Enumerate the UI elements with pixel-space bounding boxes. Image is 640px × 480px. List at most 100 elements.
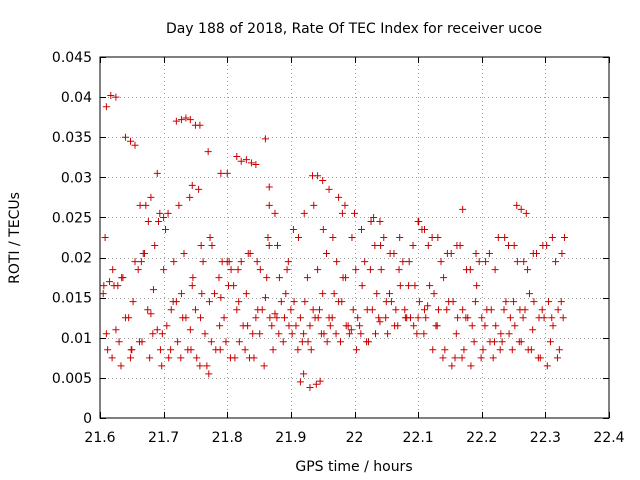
data-point bbox=[316, 306, 324, 314]
data-point bbox=[197, 314, 205, 322]
y-tick-label: 0.01 bbox=[61, 331, 92, 347]
data-point bbox=[271, 310, 279, 318]
data-point bbox=[464, 314, 472, 322]
data-point bbox=[127, 354, 135, 362]
data-point bbox=[325, 185, 333, 193]
data-point bbox=[319, 177, 327, 185]
data-point bbox=[296, 314, 304, 322]
data-point bbox=[510, 298, 518, 306]
data-point bbox=[188, 282, 196, 290]
data-point bbox=[440, 274, 448, 282]
data-point bbox=[146, 354, 154, 362]
data-point bbox=[429, 346, 437, 354]
data-point bbox=[186, 116, 194, 124]
data-point bbox=[180, 250, 188, 258]
data-point bbox=[205, 298, 213, 306]
data-point bbox=[546, 338, 554, 346]
y-tick-label: 0.035 bbox=[52, 130, 92, 146]
data-point bbox=[468, 322, 476, 330]
data-point bbox=[399, 258, 407, 266]
data-point bbox=[548, 234, 556, 241]
data-point bbox=[275, 274, 283, 282]
data-point bbox=[314, 266, 322, 274]
data-point bbox=[284, 258, 292, 266]
data-point bbox=[216, 346, 224, 354]
data-point bbox=[227, 266, 235, 274]
data-point bbox=[239, 322, 247, 330]
data-point bbox=[275, 330, 283, 338]
data-point bbox=[127, 137, 135, 145]
data-point bbox=[294, 346, 302, 354]
data-point bbox=[420, 225, 428, 233]
data-point bbox=[125, 314, 133, 322]
data-point bbox=[373, 290, 381, 298]
data-point bbox=[237, 258, 245, 266]
data-point bbox=[459, 306, 467, 314]
data-point bbox=[141, 250, 149, 258]
data-point bbox=[188, 181, 196, 189]
data-point bbox=[258, 306, 266, 314]
data-point bbox=[358, 282, 366, 290]
data-point bbox=[153, 326, 161, 334]
data-point bbox=[395, 266, 403, 274]
data-point bbox=[554, 306, 562, 314]
data-point bbox=[303, 274, 311, 282]
data-point bbox=[106, 278, 114, 286]
data-point bbox=[314, 314, 322, 322]
data-point bbox=[460, 346, 468, 354]
data-point bbox=[310, 201, 318, 209]
data-point bbox=[151, 242, 159, 250]
data-point bbox=[420, 306, 428, 314]
data-points bbox=[99, 92, 568, 392]
x-tick-label: 22.3 bbox=[530, 430, 561, 446]
data-point bbox=[376, 318, 384, 326]
data-point bbox=[434, 234, 442, 241]
data-point bbox=[396, 282, 404, 290]
data-point bbox=[177, 116, 185, 124]
data-point bbox=[307, 346, 315, 354]
data-point bbox=[510, 242, 518, 250]
data-point bbox=[265, 242, 273, 250]
data-point bbox=[377, 266, 385, 274]
data-point bbox=[271, 209, 279, 217]
data-point bbox=[225, 258, 233, 266]
data-point bbox=[441, 346, 449, 354]
data-point bbox=[163, 322, 171, 330]
data-point bbox=[498, 338, 506, 346]
data-point bbox=[121, 133, 129, 141]
y-tick-label: 0.045 bbox=[52, 50, 92, 66]
data-point bbox=[555, 346, 563, 354]
data-point bbox=[396, 234, 404, 241]
data-point bbox=[449, 298, 457, 306]
data-point bbox=[191, 306, 199, 314]
data-point bbox=[470, 338, 478, 346]
data-point bbox=[237, 157, 245, 165]
data-point bbox=[405, 258, 413, 266]
chart-title: Day 188 of 2018, Rate Of TEC Index for r… bbox=[166, 21, 542, 37]
data-point bbox=[263, 274, 271, 282]
data-point bbox=[208, 242, 216, 250]
data-point bbox=[558, 250, 566, 258]
data-point bbox=[118, 274, 126, 282]
data-point bbox=[411, 282, 419, 290]
data-point bbox=[443, 306, 451, 314]
data-point bbox=[415, 298, 423, 306]
data-point bbox=[552, 258, 560, 266]
data-point bbox=[413, 330, 421, 338]
data-point bbox=[491, 266, 499, 274]
data-point bbox=[249, 330, 257, 338]
data-point bbox=[347, 326, 355, 334]
data-point bbox=[489, 354, 497, 362]
data-point bbox=[494, 234, 502, 241]
data-point bbox=[295, 234, 303, 241]
data-point bbox=[380, 234, 388, 241]
data-point bbox=[553, 354, 561, 362]
data-point bbox=[501, 234, 509, 241]
data-point bbox=[356, 322, 364, 330]
data-point bbox=[149, 330, 157, 338]
data-point bbox=[443, 250, 451, 258]
data-point bbox=[462, 266, 470, 274]
data-point bbox=[330, 290, 338, 298]
data-point bbox=[335, 298, 343, 306]
data-point bbox=[288, 330, 296, 338]
